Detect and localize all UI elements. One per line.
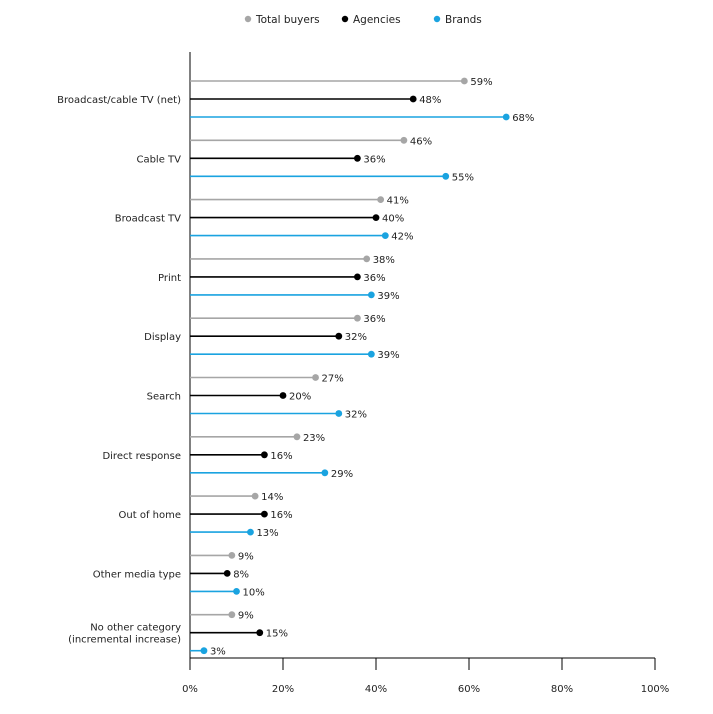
data-label: 59%: [470, 77, 492, 88]
data-label: 36%: [363, 314, 385, 325]
data-label: 16%: [270, 451, 292, 462]
category-label: (incremental increase): [68, 635, 181, 646]
data-label: 10%: [243, 587, 265, 598]
data-label: 13%: [256, 528, 278, 539]
point-total-buyers: [251, 492, 259, 500]
point-total-buyers: [363, 255, 371, 263]
data-label: 32%: [345, 332, 367, 343]
category-label: Out of home: [119, 510, 181, 521]
point-total-buyers: [400, 136, 408, 144]
data-label: 27%: [322, 374, 344, 385]
point-brands: [367, 291, 375, 299]
point-brands: [335, 410, 343, 417]
data-label: 20%: [289, 392, 311, 403]
point-brands: [321, 469, 329, 477]
point-agencies: [223, 570, 231, 577]
point-agencies: [279, 392, 287, 399]
x-tick-label: 0%: [182, 684, 198, 695]
point-agencies: [261, 510, 268, 518]
data-label: 32%: [345, 410, 367, 421]
data-label: 48%: [419, 95, 441, 106]
x-tick-label: 60%: [458, 684, 480, 695]
category-label: Cable TV: [136, 154, 181, 165]
point-agencies: [409, 95, 417, 103]
point-brands: [200, 647, 208, 655]
point-brands: [247, 528, 254, 536]
point-brands: [502, 113, 510, 121]
point-total-buyers: [228, 552, 236, 559]
data-label: 42%: [391, 232, 413, 243]
data-label: 9%: [238, 611, 254, 622]
category-label: Print: [158, 273, 181, 284]
legend-marker: [433, 15, 441, 23]
x-tick-label: 100%: [641, 684, 670, 695]
point-brands: [367, 350, 375, 358]
data-label: 39%: [377, 350, 399, 361]
category-label: Broadcast TV: [115, 214, 181, 225]
point-total-buyers: [354, 314, 361, 322]
category-label: Other media type: [93, 569, 181, 580]
category-label: Direct response: [102, 451, 181, 462]
x-tick-label: 40%: [365, 684, 387, 695]
legend-label: Brands: [445, 14, 482, 26]
data-label: 40%: [382, 214, 404, 225]
point-agencies: [256, 629, 264, 637]
data-label: 14%: [261, 492, 283, 503]
data-label: 39%: [377, 291, 399, 302]
point-agencies: [335, 332, 343, 340]
point-agencies: [354, 154, 361, 162]
data-label: 46%: [410, 136, 432, 147]
point-total-buyers: [228, 611, 236, 619]
data-label: 15%: [266, 629, 288, 640]
category-label: Broadcast/cable TV (net): [57, 95, 181, 106]
point-brands: [381, 232, 389, 240]
data-label: 36%: [363, 273, 385, 284]
data-label: 23%: [303, 433, 325, 444]
data-label: 41%: [387, 196, 409, 207]
point-agencies: [372, 214, 380, 222]
legend-marker: [341, 15, 349, 23]
data-label: 36%: [363, 154, 385, 165]
legend-marker: [244, 15, 252, 23]
category-label: Display: [144, 332, 181, 343]
data-label: 9%: [238, 551, 254, 562]
data-label: 55%: [452, 172, 474, 183]
x-tick-label: 80%: [551, 684, 573, 695]
category-label: Search: [147, 392, 181, 403]
point-brands: [233, 588, 240, 595]
data-label: 68%: [512, 113, 534, 124]
point-total-buyers: [312, 374, 319, 381]
point-total-buyers: [460, 77, 468, 85]
point-brands: [442, 172, 450, 180]
legend-label: Total buyers: [255, 14, 320, 26]
point-total-buyers: [293, 433, 301, 441]
point-agencies: [354, 273, 361, 281]
point-agencies: [261, 451, 268, 459]
data-label: 3%: [210, 647, 226, 658]
point-total-buyers: [377, 196, 385, 204]
data-label: 38%: [373, 255, 395, 266]
data-label: 29%: [331, 469, 353, 480]
data-label: 8%: [233, 569, 249, 580]
category-label: No other category: [90, 623, 181, 634]
x-tick-label: 20%: [272, 684, 294, 695]
legend-label: Agencies: [353, 14, 401, 26]
data-label: 16%: [270, 510, 292, 521]
